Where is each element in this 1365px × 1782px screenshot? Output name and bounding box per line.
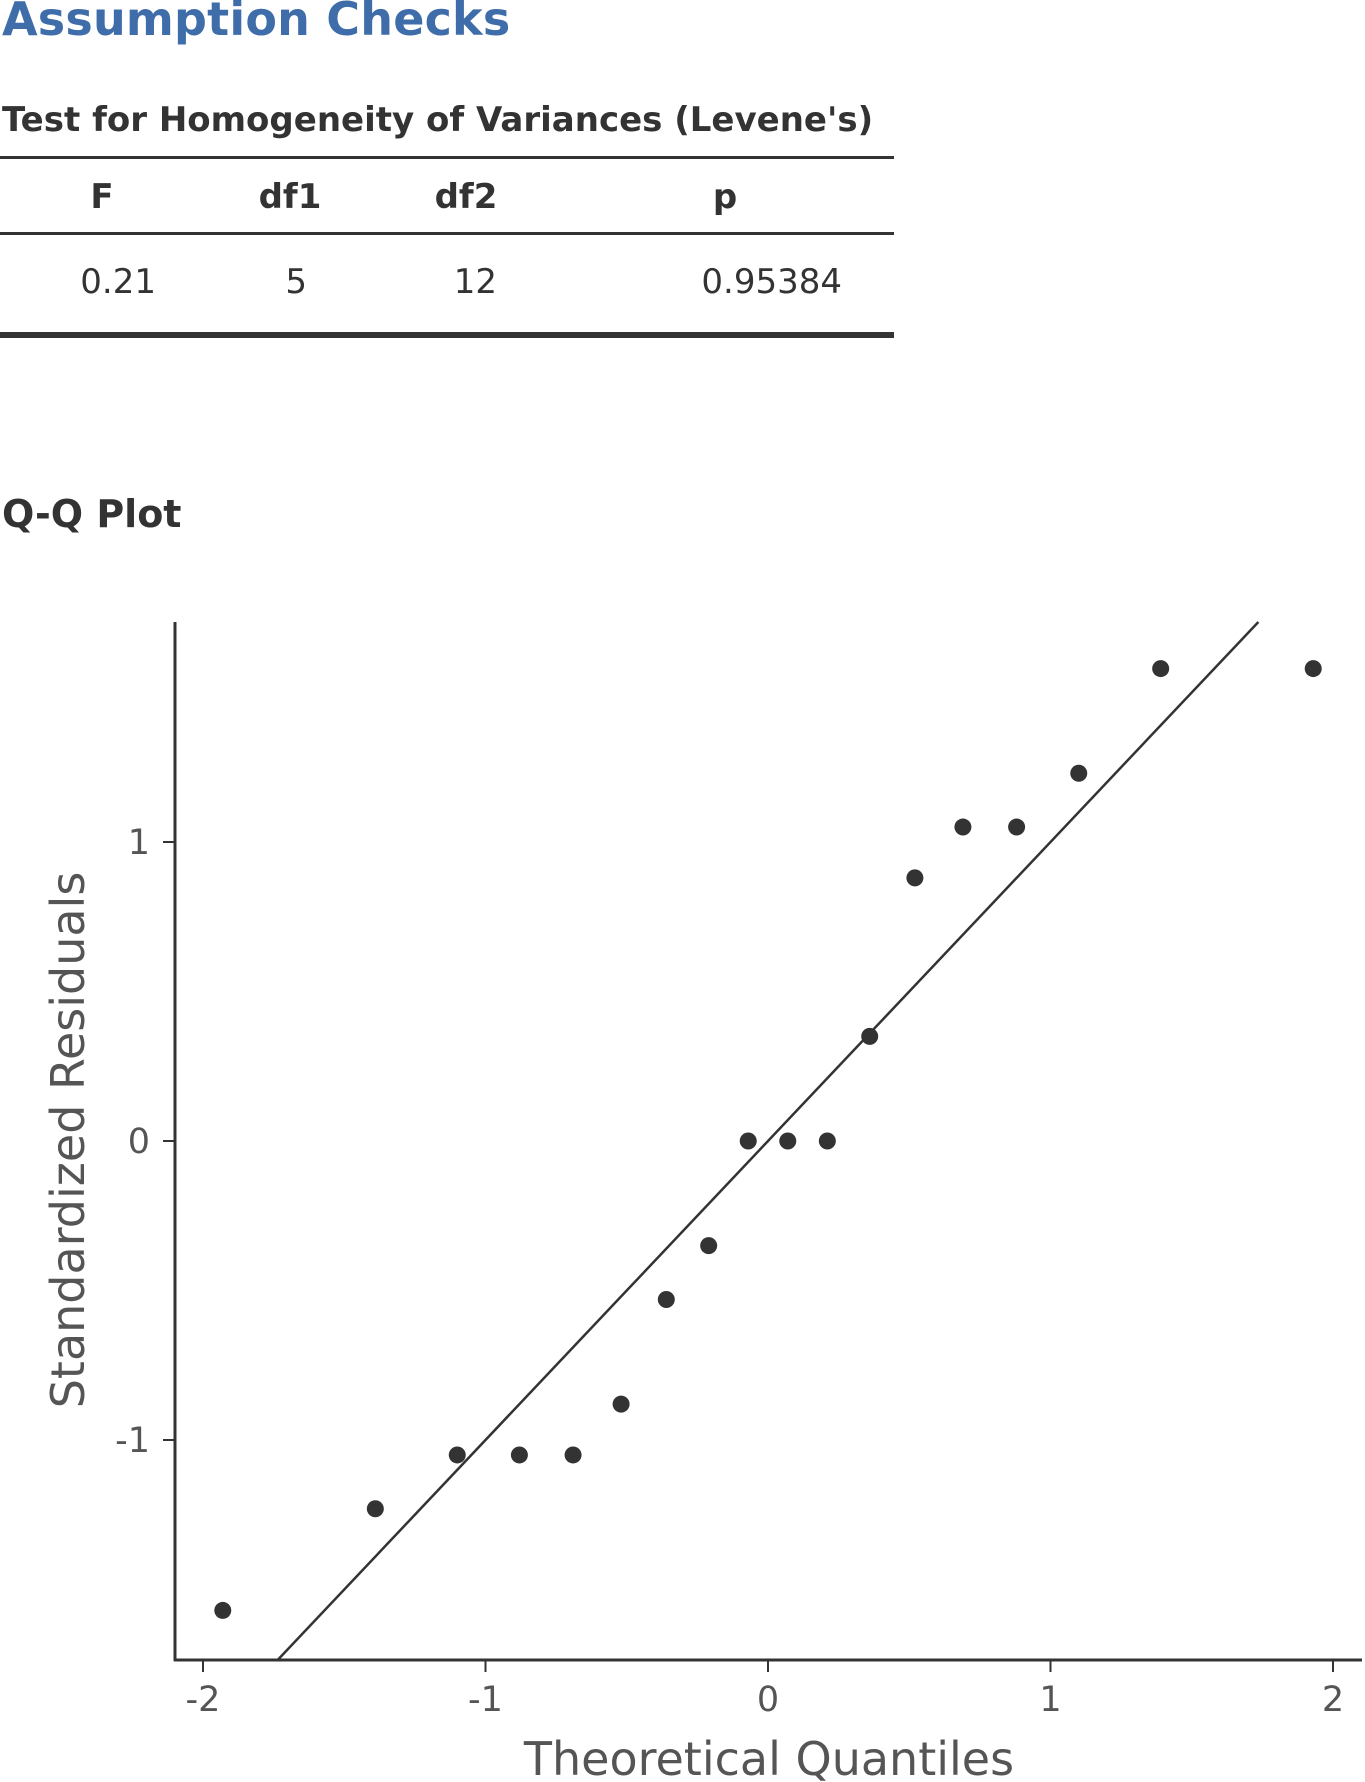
x-tick-label: -2 [186,1680,221,1720]
x-tick-label: 0 [757,1680,779,1720]
data-point [1152,660,1170,678]
x-tick-label: 2 [1322,1680,1344,1720]
data-point [1304,660,1322,678]
y-tick-label: 0 [128,1122,150,1162]
header-p: p [712,177,738,217]
y-tick-label: -1 [115,1421,150,1461]
value-f: 0.21 [80,262,156,302]
qq-plot-title: Q-Q Plot [2,492,182,536]
table-bottom-rule [0,332,894,338]
data-point [214,1601,232,1619]
table-top-rule [0,156,894,159]
section-title: Assumption Checks [2,0,511,46]
value-df1: 5 [285,262,307,302]
y-axis-title: Standardized Residuals [41,872,95,1409]
header-df1: df1 [258,177,322,217]
data-point [906,869,924,887]
data-point [861,1027,879,1045]
data-point [612,1395,630,1413]
data-point [739,1132,757,1150]
data-point [1008,818,1026,836]
y-tick-label: 1 [128,823,150,863]
data-point [1070,764,1088,782]
header-f: F [90,177,114,217]
reference-line-layer [276,621,1260,1661]
data-point [366,1500,384,1518]
reference-line [276,621,1260,1661]
x-tick-label: -1 [468,1680,503,1720]
value-df2: 12 [453,262,497,302]
x-axis-title: Theoretical Quantiles [523,1732,1014,1782]
x-tick-label: 1 [1039,1680,1061,1720]
plot-axes: -2 -1 0 1 2 -1 0 1 [115,622,1362,1720]
data-point [954,818,972,836]
data-point [510,1446,528,1464]
table-header-rule [0,232,894,235]
data-point [448,1446,466,1464]
value-p: 0.95384 [701,262,842,302]
header-df2: df2 [434,177,498,217]
data-point [657,1290,675,1308]
levene-table-title: Test for Homogeneity of Variances (Leven… [2,100,874,140]
data-points [214,660,1322,1619]
data-point [818,1132,836,1150]
data-point [779,1132,797,1150]
data-point [564,1446,582,1464]
data-point [700,1237,718,1255]
